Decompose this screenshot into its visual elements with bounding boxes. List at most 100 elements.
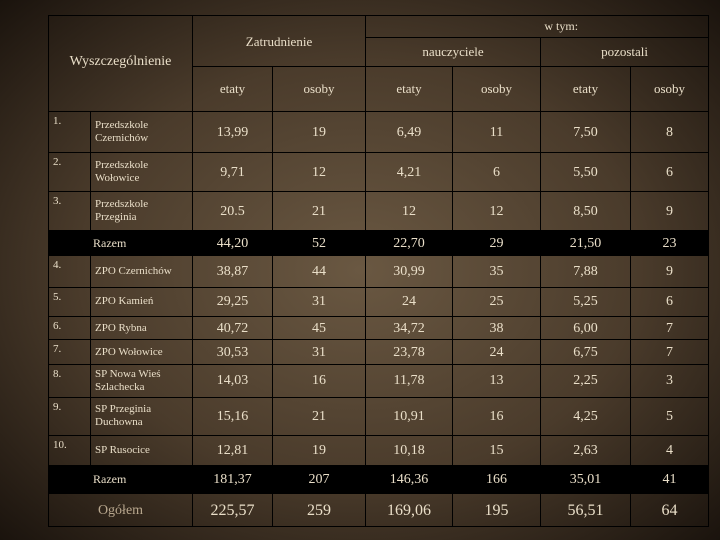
row-name: ZPO Kamień — [90, 286, 193, 318]
value-cell: 52 — [271, 229, 367, 257]
value-cell: 9 — [630, 191, 710, 231]
value-cell: 7,88 — [540, 255, 632, 288]
value-cell: 19 — [271, 111, 367, 153]
value-cell: 30,53 — [192, 339, 273, 365]
column-header: etaty — [192, 65, 273, 113]
value-cell: 195 — [452, 493, 542, 527]
row-row: 8. SP Nowa Wieś Szlachecka 14,03 16 11,78 13 2… — [48, 363, 710, 399]
value-cell: 12,81 — [192, 434, 273, 467]
value-cell: 8,50 — [540, 191, 632, 231]
value-cell: 5,50 — [540, 151, 632, 193]
value-cell: 166 — [452, 465, 542, 495]
value-cell: 38 — [452, 316, 542, 341]
value-cell: 23,78 — [365, 339, 454, 365]
value-cell: 10,91 — [365, 397, 454, 436]
value-cell: 15,16 — [192, 397, 273, 436]
row-row: 10. SP Rusocice 12,81 19 10,18 15 2,63 4 — [48, 434, 710, 467]
total-row: Razem 181,37 207 146,36 166 35,01 41 — [48, 465, 710, 495]
row-name: Przedszkole Wołowice — [90, 151, 193, 193]
group-label: Wyszczególnienie — [48, 14, 193, 113]
value-cell: 40,72 — [192, 316, 273, 341]
row-name: SP Przeginia Duchowna — [90, 397, 193, 436]
row-name: ZPO Wołowice — [90, 339, 193, 365]
value-cell: 6 — [630, 151, 710, 193]
value-cell: 181,37 — [192, 465, 273, 495]
value-cell: 146,36 — [365, 465, 454, 495]
value-cell: 29,25 — [192, 286, 273, 318]
value-cell: 4 — [630, 434, 710, 467]
column-header: osoby — [452, 65, 542, 113]
column-header: osoby — [630, 65, 710, 113]
value-cell: 23 — [630, 229, 710, 257]
value-cell: 6,75 — [540, 339, 632, 365]
value-cell: 44,20 — [192, 229, 273, 257]
value-cell: 22,70 — [365, 229, 454, 257]
value-cell: 21 — [271, 191, 367, 231]
value-cell: 19 — [271, 434, 367, 467]
row-row: 2. Przedszkole Wołowice 9,71 12 4,21 6 5,50 6 — [48, 151, 710, 193]
value-cell: 41 — [630, 465, 710, 495]
row-row: 1. Przedszkole Czernichów 13,99 19 6,49 11 7,5… — [48, 111, 710, 153]
row-name: SP Rusocice — [90, 434, 193, 467]
value-cell: 2,25 — [540, 363, 632, 399]
row-number: 5. — [48, 286, 91, 318]
row-number: 4. — [48, 255, 91, 288]
value-cell: 5 — [630, 397, 710, 436]
value-cell: 9,71 — [192, 151, 273, 193]
value-cell: 44 — [271, 255, 367, 288]
value-cell: 2,63 — [540, 434, 632, 467]
value-cell: 7 — [630, 339, 710, 365]
row-row: 4. ZPO Czernichów 38,87 44 30,99 35 7,88 9 — [48, 255, 710, 288]
row-row: 5. ZPO Kamień 29,25 31 24 25 5,25 6 — [48, 286, 710, 318]
value-cell: 6,00 — [540, 316, 632, 341]
total-label: Razem — [48, 229, 193, 257]
value-cell: 207 — [271, 465, 367, 495]
row-number: 7. — [48, 339, 91, 365]
value-cell: 38,87 — [192, 255, 273, 288]
value-cell: 35 — [452, 255, 542, 288]
row-number: 9. — [48, 397, 91, 436]
value-cell: 12 — [452, 191, 542, 231]
value-cell: 34,72 — [365, 316, 454, 341]
value-cell: 14,03 — [192, 363, 273, 399]
value-cell: 21,50 — [540, 229, 632, 257]
header-row: nauczyciele pozostali — [49, 37, 710, 67]
value-cell: 259 — [271, 493, 367, 527]
grand-label: Ogółem — [48, 493, 193, 527]
value-cell: 6,49 — [365, 111, 454, 153]
value-cell: 15 — [452, 434, 542, 467]
header-row: etaty osoby etaty osoby etaty osoby — [49, 65, 710, 113]
value-cell: 7,50 — [540, 111, 632, 153]
column-header: etaty — [365, 65, 454, 113]
value-cell: 169,06 — [365, 493, 454, 527]
column-header: osoby — [271, 65, 367, 113]
value-cell: 31 — [271, 286, 367, 318]
header-row: Wyszczególnienie Zatrudnienie w tym: — [48, 14, 710, 113]
value-cell: 64 — [630, 493, 710, 527]
of-which-header: w tym: — [365, 14, 710, 39]
value-cell: 225,57 — [192, 493, 273, 527]
employment-header: Zatrudnienie — [191, 15, 367, 67]
value-cell: 24 — [365, 286, 454, 318]
value-cell: 6 — [452, 151, 542, 193]
row-number: 2. — [48, 151, 91, 193]
value-cell: 11 — [452, 111, 542, 153]
value-cell: 11,78 — [365, 363, 454, 399]
value-cell: 6 — [630, 286, 710, 318]
value-cell: 4,25 — [540, 397, 632, 436]
row-number: 1. — [48, 111, 91, 153]
row-row: 6. ZPO Rybna 40,72 45 34,72 38 6,00 7 — [48, 316, 710, 341]
value-cell: 4,21 — [365, 151, 454, 193]
row-number: 8. — [48, 363, 91, 399]
value-cell: 10,18 — [365, 434, 454, 467]
value-cell: 25 — [452, 286, 542, 318]
employment-table: Wyszczególnienie Zatrudnienie w tym: nau… — [48, 14, 710, 527]
total-row: Razem 44,20 52 22,70 29 21,50 23 — [48, 229, 710, 257]
value-cell: 29 — [452, 229, 542, 257]
grand-row: Ogółem 225,57 259 169,06 195 56,51 64 — [48, 493, 710, 527]
row-name: SP Nowa Wieś Szlachecka — [90, 363, 193, 399]
column-header: etaty — [540, 65, 632, 113]
value-cell: 35,01 — [540, 465, 632, 495]
row-name: ZPO Czernichów — [90, 255, 193, 288]
